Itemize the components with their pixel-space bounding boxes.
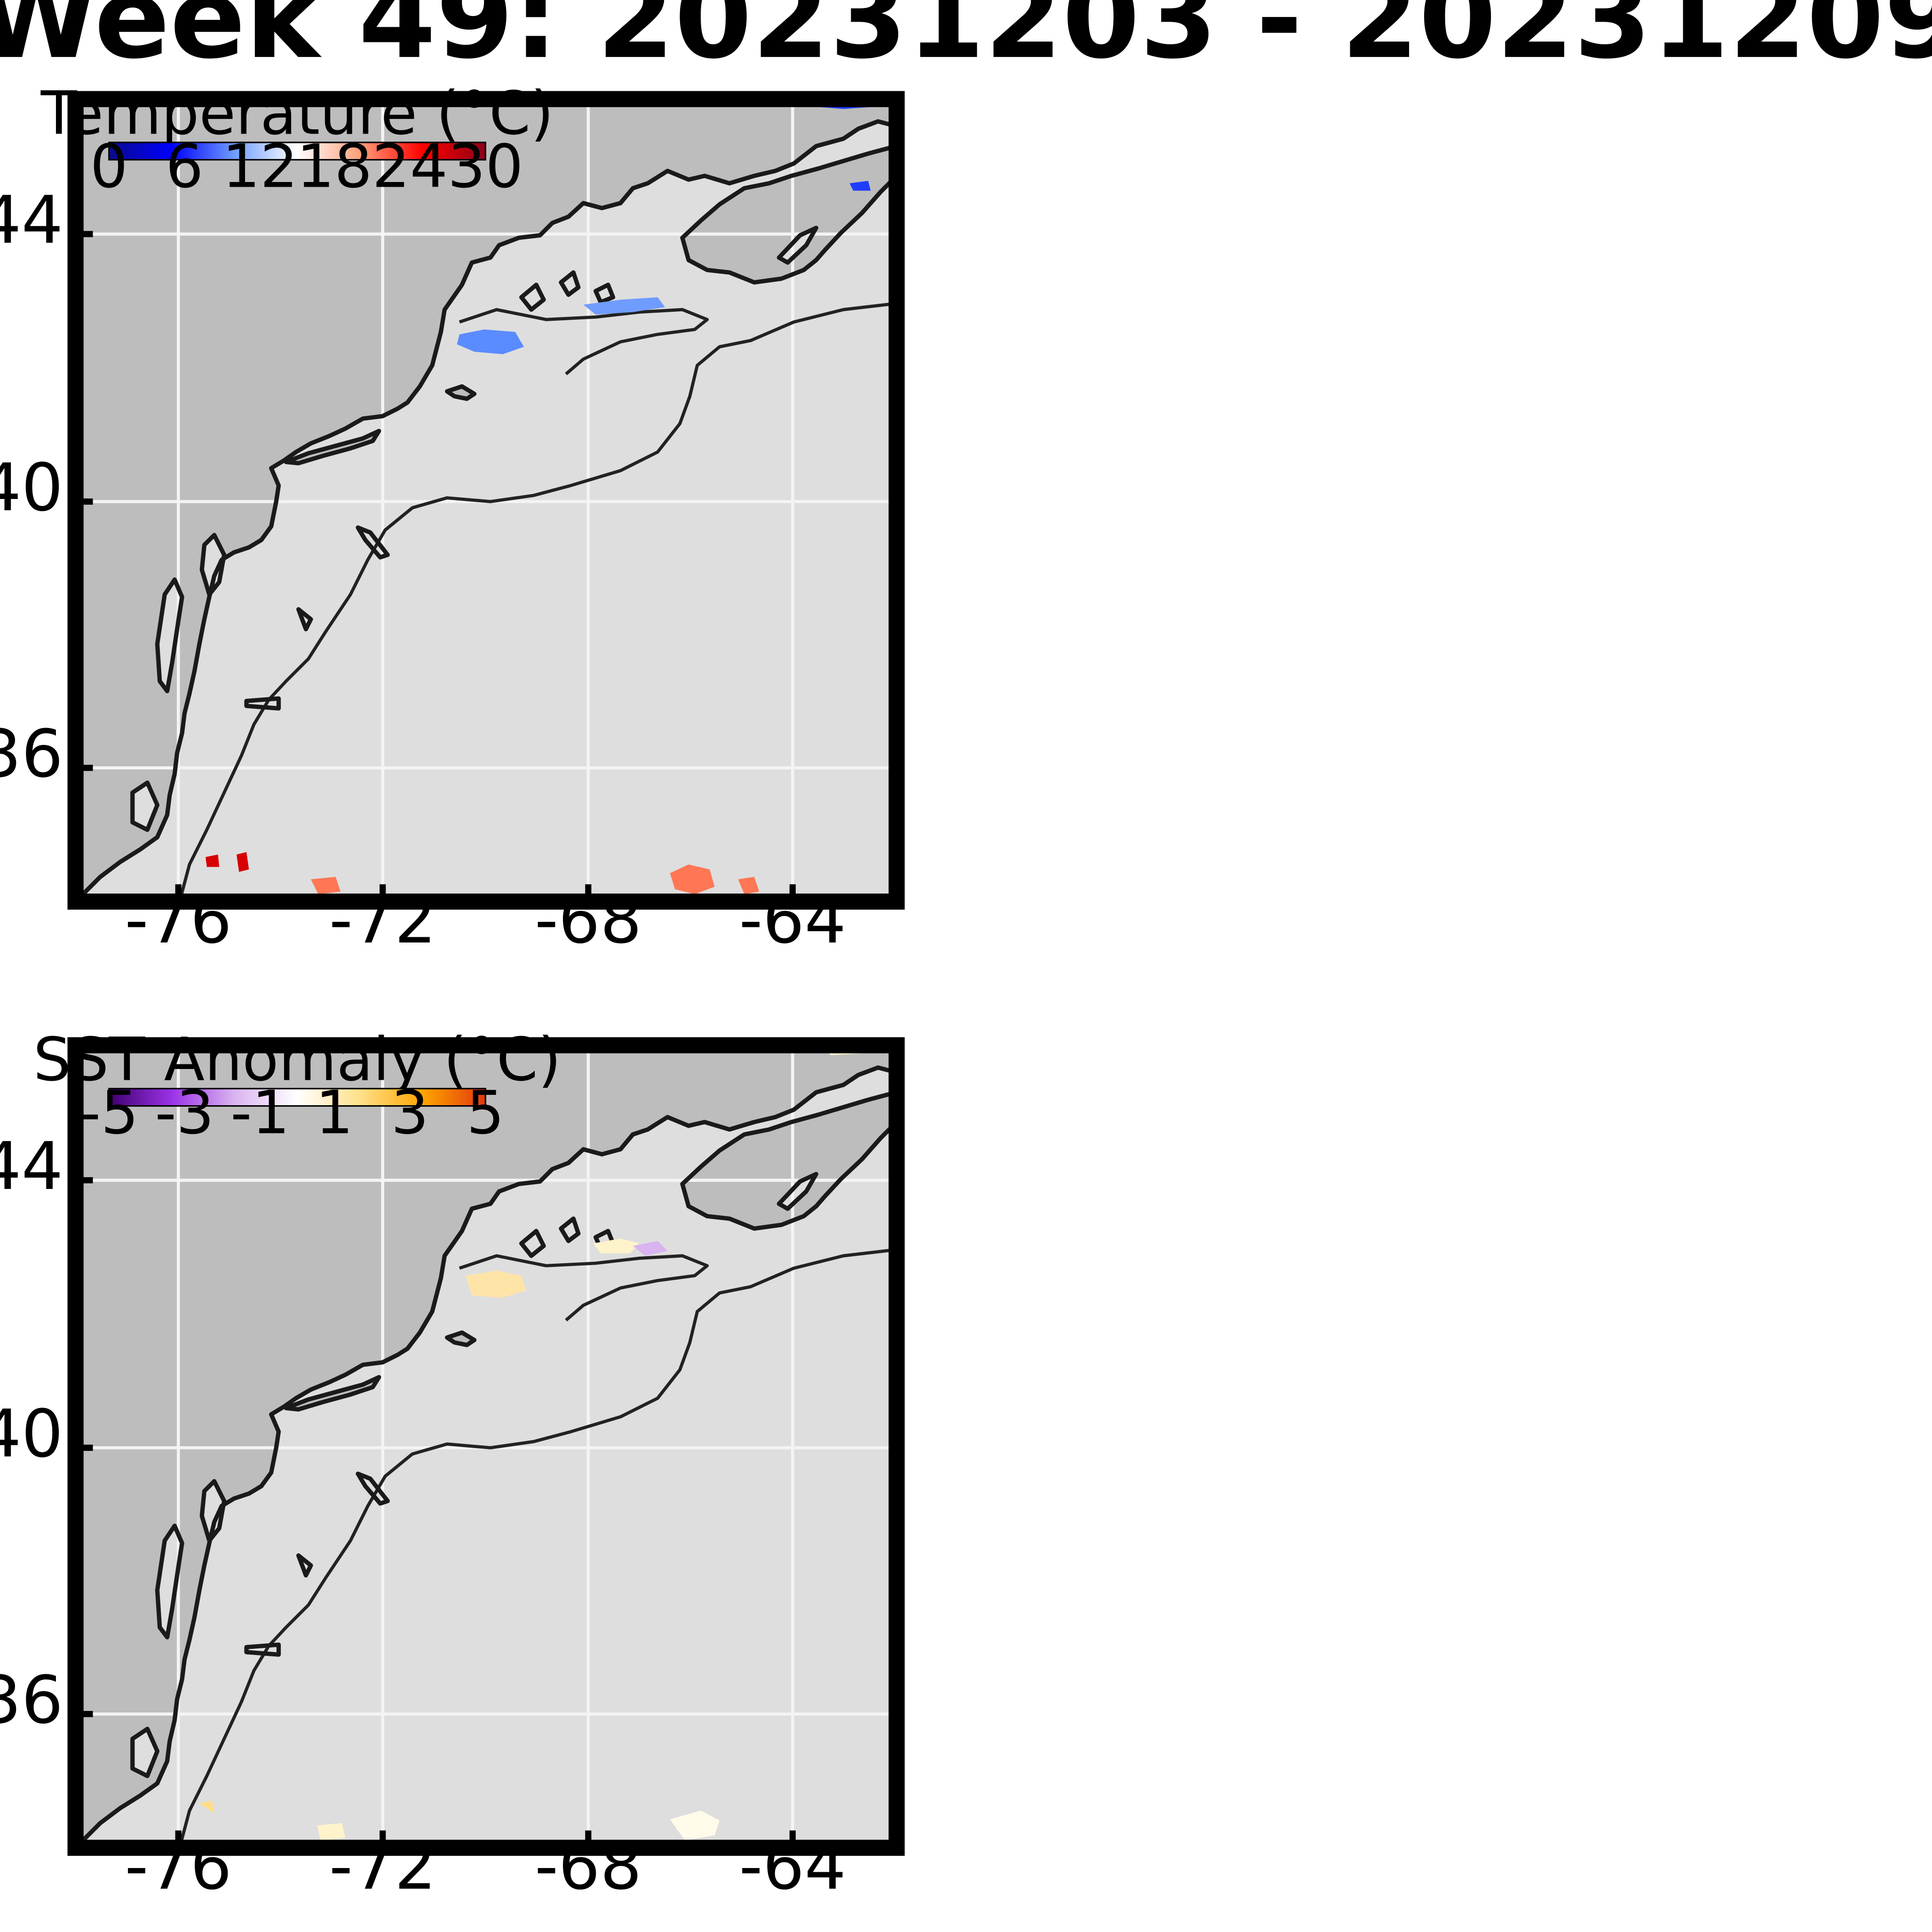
sst-lon-axis: -76 -72 -68 -64 [125, 881, 846, 958]
sst-lon-tick-0: -76 [125, 881, 232, 958]
anomaly-data-patches [199, 1045, 881, 1841]
anomaly-lon-tick-0: -76 [125, 1828, 232, 1904]
sst-lon-tick-1: -72 [329, 881, 436, 958]
sst-lat-axis: 44 40 36 [0, 182, 93, 792]
sst-colorbar-label: Temperature (°C) [40, 79, 554, 148]
anomaly-lat-tick-1: 40 [0, 1395, 63, 1472]
anomaly-colorbar-tick-1: -3 [155, 1078, 214, 1148]
figure-title: Week 49: 20231203 - 20231209 [0, 0, 1932, 83]
sst-lon-tick-2: -68 [535, 881, 642, 958]
anomaly-colorbar-label: SST Anomaly (°C) [33, 1025, 561, 1094]
anomaly-lon-tick-2: -68 [535, 1828, 642, 1904]
anomaly-lat-axis: 44 40 36 [0, 1128, 93, 1738]
sst-lat-tick-0: 44 [0, 182, 63, 258]
anomaly-colorbar-tick-5: 5 [467, 1078, 504, 1148]
sst-basemap [76, 99, 897, 902]
sst-lon-tick-3: -64 [739, 881, 846, 958]
sst-colorbar-tick-1: 6 [166, 132, 203, 201]
anomaly-lon-axis: -76 -72 -68 -64 [125, 1828, 846, 1904]
sst-colorbar-tick-4: 24 [372, 132, 448, 201]
sst-colorbar-tick-2: 12 [222, 132, 298, 201]
anomaly-lat-tick-2: 36 [0, 1662, 63, 1738]
anomaly-colorbar: SST Anomaly (°C) -5 -3 -1 1 3 5 [33, 1025, 561, 1147]
anomaly-lon-tick-1: -72 [329, 1828, 436, 1904]
anomaly-colorbar-tick-0: -5 [79, 1078, 139, 1148]
anomaly-colorbar-tick-4: 3 [391, 1078, 428, 1148]
sst-lat-tick-2: 36 [0, 715, 63, 792]
sst-panel: Temperature (°C) 0 6 12 18 24 30 -76 -72… [0, 79, 905, 958]
anomaly-basemap [76, 1045, 897, 1848]
anomaly-lat-tick-0: 44 [0, 1128, 63, 1204]
anomaly-lon-tick-3: -64 [739, 1828, 846, 1904]
anomaly-colorbar-tick-2: -1 [230, 1078, 290, 1148]
anomaly-colorbar-tick-3: 1 [316, 1078, 353, 1148]
sst-lat-tick-1: 40 [0, 449, 63, 526]
sst-colorbar-tick-0: 0 [90, 132, 128, 201]
anomaly-panel: SST Anomaly (°C) -5 -3 -1 1 3 5 -76 -72 … [0, 1025, 905, 1904]
sst-colorbar: Temperature (°C) 0 6 12 18 24 30 [40, 79, 554, 201]
sst-colorbar-tick-3: 18 [297, 132, 372, 201]
sst-colorbar-tick-5: 30 [448, 132, 523, 201]
